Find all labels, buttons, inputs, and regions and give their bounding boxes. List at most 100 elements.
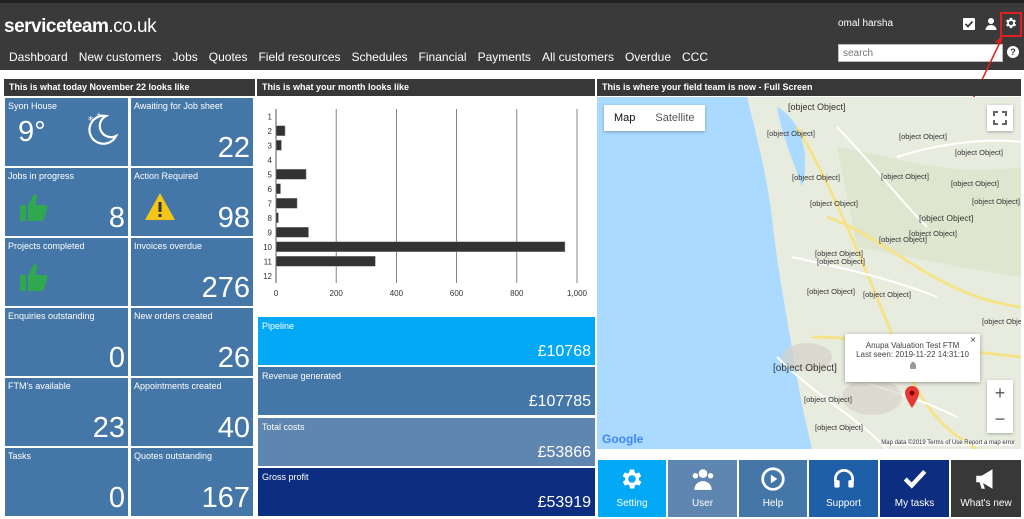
- user-icon-svg: [985, 18, 997, 30]
- close-icon[interactable]: ×: [970, 335, 976, 346]
- fin-value: £53919: [537, 494, 591, 511]
- tile-label: Projects completed: [8, 241, 85, 251]
- tile-ftms-available[interactable]: FTM's available 23: [5, 378, 128, 446]
- map-type-satellite[interactable]: Satellite: [655, 112, 695, 124]
- tile-awaiting-job-sheet[interactable]: Awaiting for Job sheet 22: [131, 98, 253, 166]
- map-place: [object Object]: [804, 395, 852, 404]
- fin-value: £107785: [528, 393, 591, 410]
- logo[interactable]: serviceteam.co.uk: [4, 16, 157, 38]
- chart-tick-label: 600: [450, 289, 464, 298]
- chart-category-label: 3: [268, 141, 273, 150]
- tile-value: 8: [108, 202, 125, 234]
- action-label: Support: [825, 498, 862, 509]
- google-logo: Google: [602, 432, 643, 446]
- action-button-what-s-new[interactable]: What's new: [951, 460, 1021, 517]
- map-place: [object Object]: [972, 197, 1020, 206]
- tile-action-required[interactable]: Action Required 98: [131, 168, 253, 236]
- tile-quotes-outstanding[interactable]: Quotes outstanding 167: [131, 448, 253, 516]
- info-title: Anupa Valuation Test FTM: [865, 341, 960, 350]
- map-panel-title[interactable]: This is where your field team is now - F…: [597, 79, 1021, 96]
- fin-value: £53866: [537, 444, 591, 461]
- fin-label: Gross profit: [262, 472, 309, 482]
- map-place: [object Object]: [955, 148, 1003, 157]
- users-icon: [692, 469, 713, 490]
- fullscreen-button[interactable]: [987, 105, 1013, 131]
- chart-category-label: 10: [263, 243, 272, 252]
- checkmark-icon: [903, 469, 926, 489]
- action-button-support[interactable]: Support: [809, 460, 878, 517]
- user-icon[interactable]: [983, 17, 999, 33]
- nav-field-resources[interactable]: Field resources: [258, 50, 341, 64]
- nav-ccc[interactable]: CCC: [682, 50, 708, 64]
- map-place: [object Object]: [815, 423, 863, 432]
- gear-icon[interactable]: [1003, 16, 1019, 32]
- chart-tick-label: 1,000: [567, 289, 588, 298]
- username: omal harsha: [838, 18, 894, 29]
- zoom-in-button[interactable]: +: [994, 383, 1006, 403]
- map-place: [object Object]: [909, 229, 957, 238]
- tile-tasks[interactable]: Tasks 0: [5, 448, 128, 516]
- fin-tile-revenue-generated[interactable]: Revenue generated £107785: [258, 367, 595, 415]
- tile-label: Enquiries outstanding: [8, 311, 95, 321]
- tile-projects-completed[interactable]: Projects completed: [5, 238, 128, 306]
- tile-label: Invoices overdue: [134, 241, 203, 251]
- chart-category-label: 1: [268, 112, 273, 121]
- tile-value: 0: [108, 482, 125, 514]
- map-place: [object Object]: [810, 199, 858, 208]
- map-place: [object Object]: [951, 179, 999, 188]
- map-place: [object Object]: [919, 213, 974, 223]
- tile-label: Syon House: [8, 101, 58, 111]
- nav-all-customers[interactable]: All customers: [541, 50, 614, 64]
- action-label: What's new: [960, 498, 1012, 509]
- month-panel-title: This is what your month looks like: [257, 79, 595, 96]
- thumbs-up-icon: [20, 264, 48, 291]
- headset-icon: [833, 468, 854, 488]
- map-footer[interactable]: Map data ©2019 Terms of Use Report a map…: [881, 440, 1015, 446]
- nav-dashboard[interactable]: Dashboard: [9, 50, 68, 64]
- map-marker-icon[interactable]: [905, 386, 919, 413]
- android-icon-svg: [909, 361, 916, 369]
- chart-bar: [275, 183, 281, 194]
- tile-syon-house[interactable]: Syon House 9° * +: [5, 98, 128, 166]
- tile-value: 22: [217, 132, 250, 164]
- help-icon[interactable]: ?: [1007, 46, 1019, 58]
- action-button-help[interactable]: Help: [739, 460, 807, 517]
- checkbox-icon[interactable]: [961, 17, 977, 33]
- logo-tld: .co.uk: [108, 16, 157, 37]
- tile-value: 167: [201, 482, 250, 514]
- search-input[interactable]: [838, 44, 1003, 62]
- tile-value: 23: [92, 412, 125, 444]
- action-button-user[interactable]: User: [668, 460, 737, 517]
- nav-new-customers[interactable]: New customers: [78, 50, 162, 64]
- fin-tile-gross-profit[interactable]: Gross profit £53919: [258, 468, 595, 516]
- map-place: [object Object]: [881, 172, 929, 181]
- top-bar: serviceteam.co.uk omal harsha Dashboard …: [0, 0, 1024, 70]
- zoom-out-button[interactable]: −: [994, 409, 1006, 429]
- fin-tile-pipeline[interactable]: Pipeline £10768: [258, 317, 595, 365]
- nav-payments[interactable]: Payments: [477, 50, 531, 64]
- fin-label: Revenue generated: [262, 371, 342, 381]
- tile-jobs-in-progress[interactable]: Jobs in progress 8: [5, 168, 128, 236]
- nav-schedules[interactable]: Schedules: [351, 50, 408, 64]
- action-button-my-tasks[interactable]: My tasks: [880, 460, 949, 517]
- info-last-seen: Last seen: 2019-11-22 14:31:10: [856, 350, 969, 359]
- fin-label: Pipeline: [262, 321, 295, 331]
- nav-quotes[interactable]: Quotes: [208, 50, 248, 64]
- nav-overdue[interactable]: Overdue: [624, 50, 671, 64]
- map-type-map[interactable]: Map: [614, 112, 636, 124]
- zoom-control: + −: [987, 380, 1013, 433]
- nav-jobs[interactable]: Jobs: [172, 50, 198, 64]
- tile-invoices-overdue[interactable]: Invoices overdue 276: [131, 238, 253, 306]
- map-type-control: Map Satellite: [604, 105, 705, 131]
- gear-icon-svg: [1005, 17, 1017, 29]
- tile-enquiries-outstanding[interactable]: Enquiries outstanding 0: [5, 308, 128, 376]
- fin-tile-total-costs[interactable]: Total costs £53866: [258, 418, 595, 466]
- field-team-map[interactable]: [object Object] [object Object] [object …: [597, 97, 1021, 449]
- nav-financial[interactable]: Financial: [418, 50, 467, 64]
- warning-icon: [145, 193, 175, 220]
- action-button-setting[interactable]: Setting: [598, 460, 666, 517]
- map-place: [object Object]: [899, 132, 947, 141]
- gear-icon: [622, 469, 642, 489]
- tile-appointments-created[interactable]: Appointments created 40: [131, 378, 253, 446]
- tile-new-orders-created[interactable]: New orders created 26: [131, 308, 253, 376]
